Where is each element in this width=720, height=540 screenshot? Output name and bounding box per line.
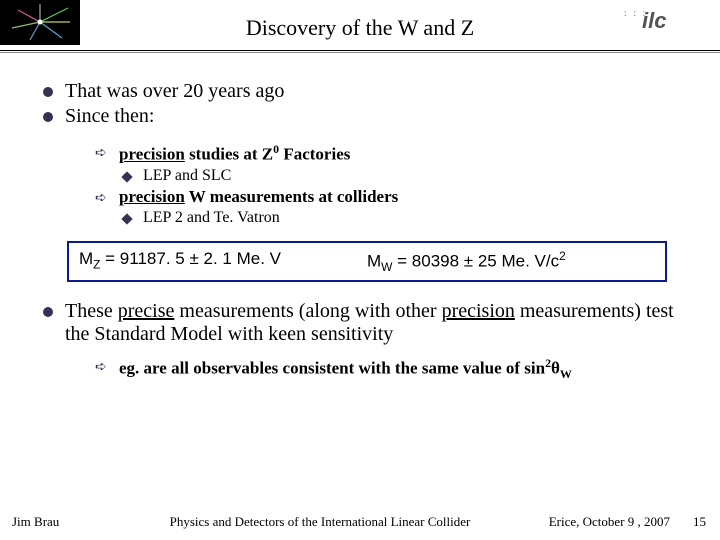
text-fragment: These xyxy=(65,300,118,322)
bullet-2-sublist: ➪ precision studies at Z0 Factories LEP … xyxy=(95,142,690,227)
arrow-bullet-icon: ➪ xyxy=(95,359,109,376)
circle-bullet-icon xyxy=(43,87,53,97)
formula-mz: MZ = 91187. 5 ± 2. 1 Me. V xyxy=(79,249,367,274)
bullet-3-block: These precise measurements (along with o… xyxy=(35,300,690,382)
formula-box: MZ = 91187. 5 ± 2. 1 Me. V MW = 80398 ± … xyxy=(67,241,667,282)
circle-bullet-icon xyxy=(43,307,53,317)
slide-content: That was over 20 years ago Since then: ➪… xyxy=(35,80,690,384)
footer-subtitle: Physics and Detectors of the Internation… xyxy=(170,514,471,530)
slide-header: Discovery of the W and Z : : : ilc xyxy=(0,0,720,50)
subscript: W xyxy=(560,367,572,381)
circle-bullet-icon xyxy=(43,112,53,122)
header-underline xyxy=(0,50,720,52)
underline-word: precision xyxy=(119,145,185,164)
sub-bullet-3: ➪ eg. are all observables consistent wit… xyxy=(95,356,690,382)
subsub-bullet-1: LEP and SLC xyxy=(123,167,690,185)
sub-bullet-1: ➪ precision studies at Z0 Factories xyxy=(95,142,690,165)
subscript: W xyxy=(381,260,392,274)
bullet-2: Since then: xyxy=(35,105,690,128)
theta-symbol: θ xyxy=(551,358,560,377)
bullet-3-sublist: ➪ eg. are all observables consistent wit… xyxy=(95,356,690,382)
footer-pagenum: 15 xyxy=(693,514,706,530)
subsub-bullet-2: LEP 2 and Te. Vatron xyxy=(123,209,690,227)
ilc-logo: : : : ilc xyxy=(642,8,712,43)
subsub-bullet-2-text: LEP 2 and Te. Vatron xyxy=(143,209,280,227)
underline-word: precision xyxy=(119,187,185,206)
diamond-bullet-icon xyxy=(121,171,132,182)
arrow-bullet-icon: ➪ xyxy=(95,145,109,162)
bullet-1-text: That was over 20 years ago xyxy=(65,80,284,103)
bullet-1: That was over 20 years ago xyxy=(35,80,690,103)
text-fragment: measurements (along with other xyxy=(174,300,441,322)
underline-word: precise xyxy=(118,300,175,322)
formula-mw: MW = 80398 ± 25 Me. V/c2 xyxy=(367,249,655,274)
bullet-2-text: Since then: xyxy=(65,105,154,128)
arrow-bullet-icon: ➪ xyxy=(95,190,109,207)
formula-symbol: M xyxy=(79,249,93,268)
underline-word: precision xyxy=(442,300,515,322)
sub-bullet-1-text: precision studies at Z0 Factories xyxy=(119,142,350,165)
sub-bullet-2-text: precision W measurements at colliders xyxy=(119,187,398,207)
text-fragment: studies at Z xyxy=(185,145,273,164)
text-fragment: W measurements at colliders xyxy=(185,187,398,206)
text-fragment: eg. are all observables consistent with … xyxy=(119,358,545,377)
diamond-bullet-icon xyxy=(121,213,132,224)
bullet-3: These precise measurements (along with o… xyxy=(35,300,690,346)
subsub-bullet-1-text: LEP and SLC xyxy=(143,167,231,185)
text-fragment: Factories xyxy=(279,145,350,164)
formula-value: = 80398 ± 25 Me. V/c xyxy=(392,251,559,270)
bullet-3-text: These precise measurements (along with o… xyxy=(65,300,690,346)
formula-value: = 91187. 5 ± 2. 1 Me. V xyxy=(100,249,281,268)
formula-symbol: M xyxy=(367,251,381,270)
slide-title: Discovery of the W and Z xyxy=(0,15,720,41)
footer-date: Erice, October 9 , 2007 xyxy=(549,514,670,530)
sub-bullet-3-text: eg. are all observables consistent with … xyxy=(119,356,572,382)
superscript: 2 xyxy=(559,249,566,263)
sub-bullet-2: ➪ precision W measurements at colliders xyxy=(95,187,690,207)
ilc-dots-icon: : : : xyxy=(624,8,647,19)
